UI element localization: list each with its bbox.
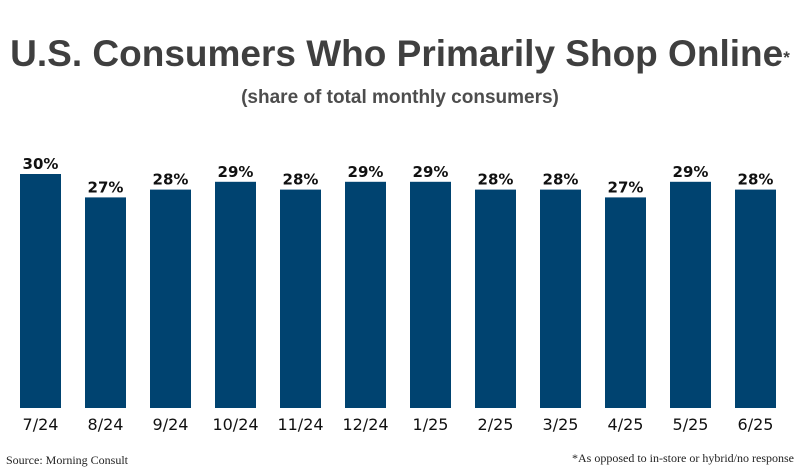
bar-10-24 (215, 181, 256, 408)
x-tick-label-11-24: 11/24 (277, 415, 323, 434)
x-tick-label-9-24: 9/24 (153, 415, 189, 434)
data-label-10-24: 29% (218, 163, 254, 181)
data-label-6-25: 28% (738, 171, 774, 189)
data-label-12-24: 29% (348, 163, 384, 181)
bar-5-25 (670, 181, 711, 408)
x-tick-label-4-25: 4/25 (608, 415, 644, 434)
bar-11-24 (280, 189, 321, 408)
source-note: Source: Morning Consult (6, 453, 128, 467)
chart-title: U.S. Consumers Who Primarily Shop Online… (0, 32, 800, 84)
bar-series (20, 174, 776, 408)
bar-3-25 (540, 189, 581, 408)
x-tick-label-7-24: 7/24 (23, 415, 59, 434)
data-label-1-25: 29% (413, 163, 449, 181)
x-tick-label-6-25: 6/25 (738, 415, 774, 434)
x-tick-label-12-24: 12/24 (342, 415, 388, 434)
bar-2-25 (475, 189, 516, 408)
bar-8-24 (85, 197, 126, 408)
data-label-5-25: 29% (673, 163, 709, 181)
bar-6-25 (735, 189, 776, 408)
data-labels: 30% 27% 28% 29% 28% 29% 29% 28% 28% 27% 29% 28% (23, 155, 774, 196)
bar-4-25 (605, 197, 646, 408)
data-label-11-24: 28% (283, 171, 319, 189)
bar-9-24 (150, 189, 191, 408)
x-tick-label-10-24: 10/24 (212, 415, 258, 434)
data-label-7-24: 30% (23, 155, 59, 173)
x-tick-label-3-25: 3/25 (543, 415, 579, 434)
x-tick-label-5-25: 5/25 (673, 415, 709, 434)
bar-7-24 (20, 174, 61, 408)
x-axis-tick-labels: 7/24 8/24 9/24 10/24 11/24 12/24 1/25 2/25 3/25 4… (23, 415, 774, 434)
data-label-3-25: 28% (543, 171, 579, 189)
data-label-4-25: 27% (608, 178, 644, 196)
x-tick-label-1-25: 1/25 (413, 415, 449, 434)
chart-subtitle: (share of total monthly consumers) (241, 87, 559, 108)
bar-12-24 (345, 181, 386, 408)
x-tick-label-8-24: 8/24 (88, 415, 124, 434)
bar-1-25 (410, 181, 451, 408)
data-label-9-24: 28% (153, 171, 189, 189)
x-tick-label-2-25: 2/25 (478, 415, 514, 434)
data-label-8-24: 27% (88, 178, 124, 196)
chart-title-text: U.S. Consumers Who Primarily Shop Online (10, 33, 784, 74)
data-label-2-25: 28% (478, 171, 514, 189)
chart-title-footnote-marker: * (783, 48, 790, 67)
footnote: *As opposed to in-store or hybrid/no res… (572, 451, 794, 465)
